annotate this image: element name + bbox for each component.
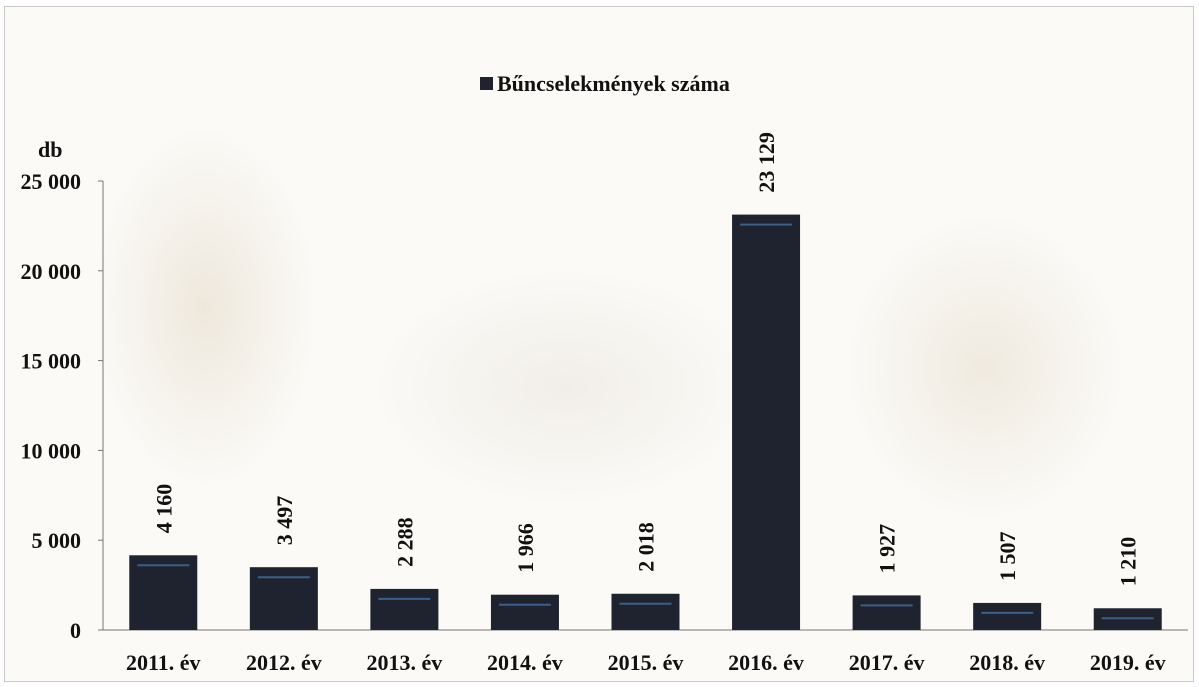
data-label: 1 507: [995, 531, 1020, 581]
y-axis-unit-label: db: [38, 137, 62, 162]
bar: [611, 593, 680, 630]
x-tick-label: 2018. év: [969, 650, 1045, 675]
chart-frame: [4, 6, 1194, 682]
y-tick-label: 25 000: [21, 169, 82, 194]
x-tick-label: 2012. év: [246, 650, 322, 675]
y-tick-label: 15 000: [21, 349, 82, 374]
x-tick-label: 2013. év: [367, 650, 443, 675]
bar: [129, 555, 198, 630]
bar: [973, 602, 1042, 630]
x-tick-label: 2019. év: [1090, 650, 1166, 675]
bar: [370, 588, 439, 630]
legend-label: Bűncselekmények száma: [497, 71, 730, 96]
y-tick-label: 20 000: [21, 259, 82, 284]
data-label: 2 018: [634, 522, 659, 572]
legend: Bűncselekmények száma: [480, 71, 730, 96]
data-label: 1 927: [875, 524, 900, 574]
x-tick-label: 2014. év: [487, 650, 563, 675]
y-tick-label: 5 000: [32, 528, 82, 553]
data-label: 23 129: [754, 132, 779, 193]
x-tick-label: 2015. év: [608, 650, 684, 675]
data-label: 1 210: [1116, 537, 1141, 587]
bar: [852, 595, 921, 630]
y-tick-label: 0: [70, 618, 81, 643]
data-labels: 4 160 3 497 2 288 1 966 2 018 23 129 1 927 1 50…: [151, 132, 1140, 586]
bar: [490, 594, 559, 630]
x-axis: 2011. év 2012. év 2013. év 2014. év 2015. év…: [103, 629, 1188, 675]
legend-swatch: [480, 77, 493, 90]
y-axis: 0 5 000 10 000 15 000 20 000 25 000: [21, 169, 104, 643]
bar: [732, 214, 801, 631]
data-label: 3 497: [272, 496, 297, 546]
y-tick-label: 10 000: [21, 438, 82, 463]
data-label: 4 160: [151, 484, 176, 534]
data-label: 1 966: [513, 523, 538, 573]
x-tick-label: 2016. év: [728, 650, 804, 675]
bars: [129, 214, 1162, 631]
data-label: 2 288: [392, 517, 417, 567]
x-tick-label: 2011. év: [126, 650, 201, 675]
x-tick-label: 2017. év: [849, 650, 925, 675]
